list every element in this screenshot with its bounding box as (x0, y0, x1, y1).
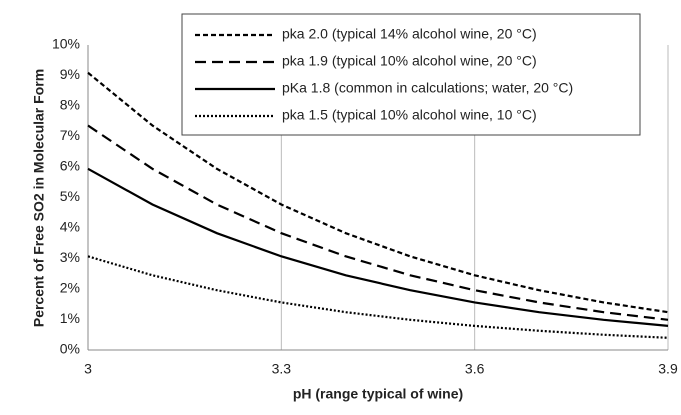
y-tick-label: 2% (60, 280, 80, 296)
legend-label: pka 1.9 (typical 10% alcohol wine, 20 °C… (282, 53, 537, 69)
line-series (87, 167, 669, 328)
y-tick-label: 10% (52, 36, 80, 52)
y-tick-label: 8% (60, 97, 80, 113)
y-tick-label: 5% (60, 188, 80, 204)
y-tick-label: 4% (60, 219, 80, 235)
legend-label: pka 2.0 (typical 14% alcohol wine, 20 °C… (282, 26, 537, 42)
x-tick-label: 3.9 (658, 361, 678, 377)
line-series (87, 255, 669, 339)
y-axis-label: Percent of Free SO2 in Molecular Form (31, 69, 47, 327)
line-series (87, 71, 669, 314)
y-tick-label: 1% (60, 310, 80, 326)
y-tick-label: 9% (60, 66, 80, 82)
legend-label: pKa 1.8 (common in calculations; water, … (282, 80, 573, 96)
x-tick-label: 3 (84, 361, 92, 377)
y-tick-label: 7% (60, 127, 80, 143)
y-tick-label: 0% (60, 341, 80, 357)
line-series (87, 124, 669, 321)
legend-box (181, 13, 641, 136)
x-tick-label: 3.6 (465, 361, 485, 377)
legend-label: pka 1.5 (typical 10% alcohol wine, 10 °C… (282, 107, 537, 123)
y-tick-label: 6% (60, 158, 80, 174)
x-axis-label: pH (range typical of wine) (293, 386, 463, 402)
x-tick-label: 3.3 (272, 361, 292, 377)
y-tick-label: 3% (60, 249, 80, 265)
